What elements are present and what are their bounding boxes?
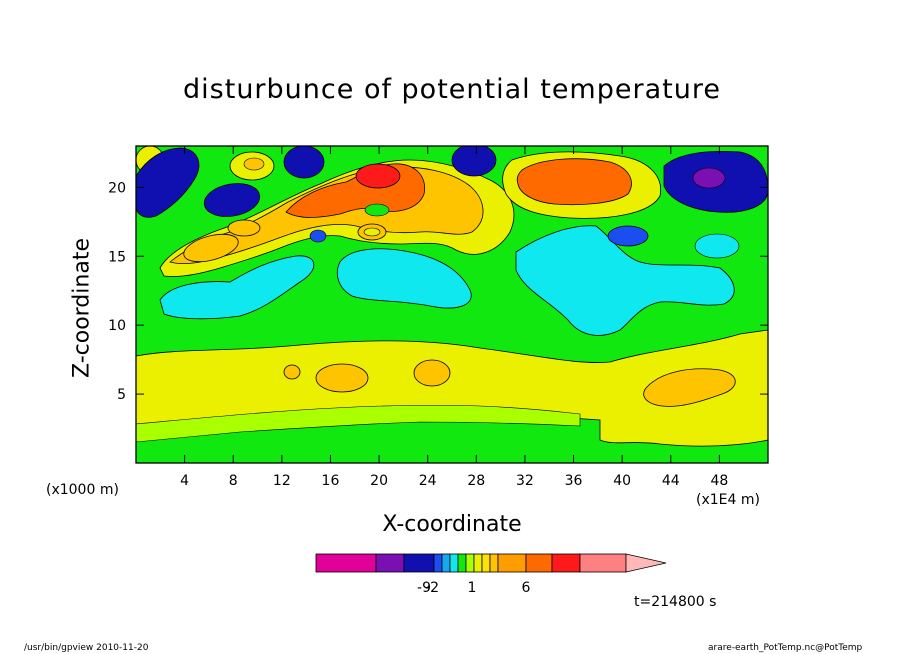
blue-region xyxy=(309,229,327,243)
red-core xyxy=(355,163,401,189)
blue-region xyxy=(451,146,497,177)
blue-region xyxy=(607,225,649,247)
lower-lime-strip xyxy=(136,404,581,443)
purple-core xyxy=(692,167,726,189)
colorbar-segment xyxy=(489,553,499,573)
cyan-region xyxy=(336,248,472,309)
contour-field xyxy=(136,146,768,463)
colorbar-segment xyxy=(481,553,491,573)
footer-left: /usr/bin/gpview 2010-11-20 xyxy=(24,643,149,653)
colorbar-segment xyxy=(525,553,553,573)
orange-blob xyxy=(227,219,261,237)
x-tick-label: 16 xyxy=(322,473,340,489)
blue-region xyxy=(136,147,200,218)
x-tick-label: 8 xyxy=(229,473,238,489)
x-unit-label: (x1000 m) xyxy=(46,482,119,498)
orange-blob xyxy=(283,364,301,380)
x-axis-label: X-coordinate xyxy=(382,512,522,537)
x-scale-label: (x1E4 m) xyxy=(696,492,760,508)
orange-blob xyxy=(413,359,451,387)
colorbar-tick-label: -2 xyxy=(425,580,439,596)
blue-region xyxy=(203,183,261,217)
cyan-region xyxy=(515,225,735,336)
colorbar-tick-label: 6 xyxy=(522,580,531,596)
yellow-blob xyxy=(363,227,381,237)
cyan-region xyxy=(159,255,315,320)
colorbar-segment xyxy=(473,553,483,573)
colorbar-tick-label: 1 xyxy=(468,580,477,596)
chart-title: disturbunce of potential temperature xyxy=(183,74,721,105)
colorbar-segment xyxy=(315,553,377,573)
colorbar: -9-2 1 6 xyxy=(315,553,667,596)
y-tick-label: 20 xyxy=(108,180,126,196)
colorbar-segment xyxy=(497,553,527,573)
x-tick-label: 12 xyxy=(273,473,291,489)
colorbar-segment xyxy=(433,553,443,573)
green-pocket xyxy=(364,203,390,217)
x-tick-label: 40 xyxy=(613,473,631,489)
y-ticks: 5 10 15 20 xyxy=(108,180,768,403)
time-label: t=214800 s xyxy=(634,594,717,610)
colorbar-tick-label: -9 xyxy=(417,580,431,596)
colorbar-segment xyxy=(449,553,459,573)
y-tick-label: 10 xyxy=(108,318,126,334)
y-tick-label: 15 xyxy=(108,249,126,265)
plot-border xyxy=(135,145,769,464)
orange-blob xyxy=(643,368,736,407)
upper-dark-orange-region xyxy=(516,158,632,206)
colorbar-arrow xyxy=(625,553,667,573)
footer-right: arare-earth_PotTemp.nc@PotTemp xyxy=(708,643,863,653)
x-tick-label: 28 xyxy=(467,473,485,489)
x-tick-label: 36 xyxy=(565,473,583,489)
x-tick-label: 48 xyxy=(710,473,728,489)
colorbar-segment xyxy=(579,553,627,573)
x-ticks: 4 8 12 16 20 24 28 32 36 40 44 48 xyxy=(180,146,728,489)
y-tick-label: 5 xyxy=(117,387,126,403)
x-tick-label: 32 xyxy=(516,473,534,489)
orange-blob xyxy=(243,157,265,171)
x-tick-label: 44 xyxy=(662,473,680,489)
colorbar-segment xyxy=(375,553,405,573)
orange-blob xyxy=(183,233,239,263)
colorbar-segment xyxy=(441,553,451,573)
orange-blob xyxy=(315,363,369,393)
x-tick-label: 4 xyxy=(180,473,189,489)
y-axis-label: Z-coordinate xyxy=(69,238,95,378)
x-tick-label: 24 xyxy=(419,473,437,489)
colorbar-segment xyxy=(457,553,467,573)
cyan-region xyxy=(694,233,740,259)
blue-region xyxy=(283,146,325,179)
x-tick-label: 20 xyxy=(370,473,388,489)
colorbar-segment xyxy=(465,553,475,573)
colorbar-segment xyxy=(551,553,581,573)
colorbar-segment xyxy=(403,553,435,573)
